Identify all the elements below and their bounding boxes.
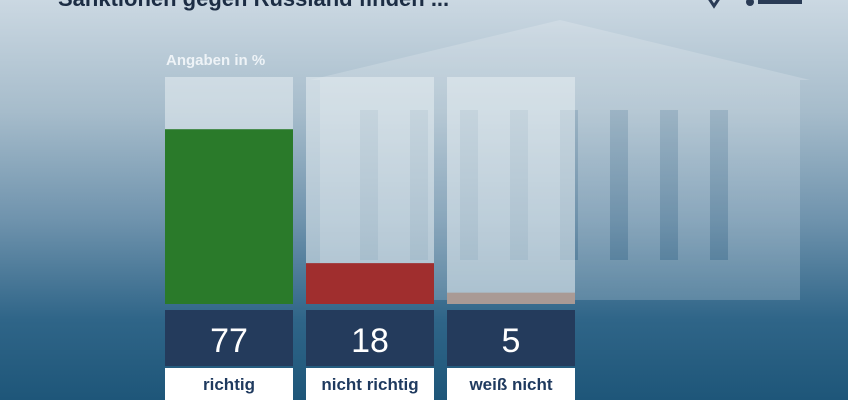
category-label: nicht richtig <box>321 375 418 394</box>
value-box <box>447 310 575 366</box>
value-box <box>165 310 293 366</box>
category-label: weiß nicht <box>468 375 552 394</box>
category-box <box>447 368 575 400</box>
category-label: richtig <box>203 375 255 394</box>
bar <box>447 292 575 304</box>
unit-label: Angaben in % <box>166 52 266 69</box>
chart-title: Sanktionen gegen Russland finden ... <box>58 0 449 12</box>
value-label: 18 <box>351 322 389 360</box>
logo-icon <box>708 0 802 9</box>
bar-track <box>447 77 575 304</box>
bar <box>306 263 434 304</box>
bar <box>165 129 293 304</box>
category-box <box>306 368 434 400</box>
politbarometer-logo <box>700 0 810 14</box>
value-box <box>306 310 434 366</box>
value-label: 5 <box>502 322 521 360</box>
category-box <box>165 368 293 400</box>
value-label: 77 <box>210 322 248 360</box>
